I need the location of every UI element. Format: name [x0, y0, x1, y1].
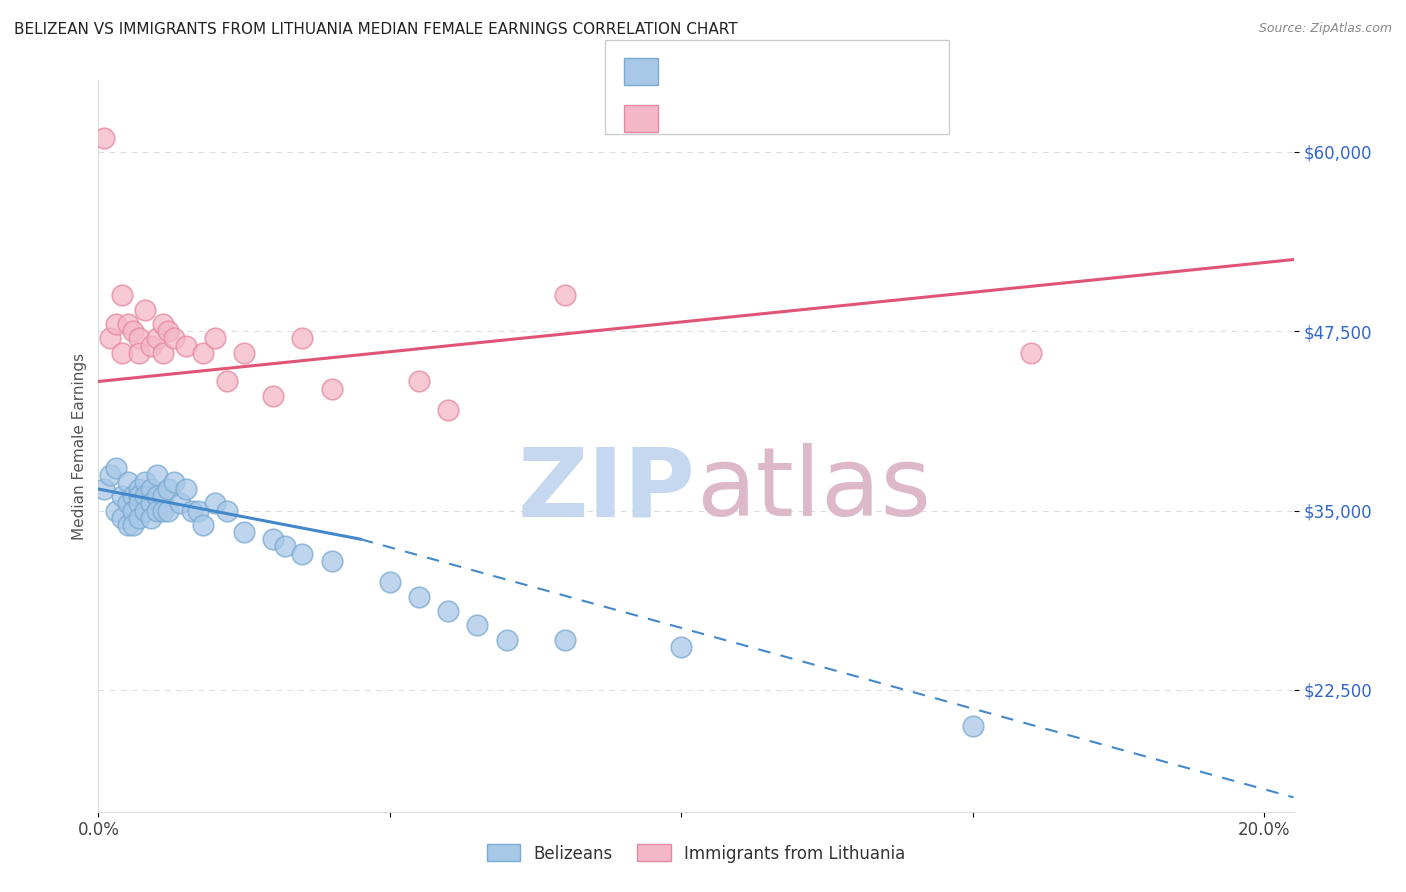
Legend: Belizeans, Immigrants from Lithuania: Belizeans, Immigrants from Lithuania: [479, 838, 912, 869]
Point: [145, 331, 167, 345]
Point: [321, 554, 343, 568]
Text: 50: 50: [865, 62, 890, 80]
Point: [139, 482, 162, 496]
Point: [174, 482, 197, 496]
Point: [134, 475, 156, 489]
Point: [152, 489, 174, 503]
Point: [117, 517, 139, 532]
Text: atlas: atlas: [696, 443, 931, 536]
Point: [104, 460, 127, 475]
Point: [152, 317, 174, 331]
Point: [111, 345, 134, 359]
Y-axis label: Median Female Earnings: Median Female Earnings: [72, 352, 87, 540]
Point: [128, 510, 150, 524]
Point: [180, 503, 202, 517]
Point: [554, 632, 576, 647]
Point: [93, 130, 115, 145]
Point: [128, 331, 150, 345]
Point: [215, 375, 238, 389]
Point: [122, 489, 145, 503]
Text: BELIZEAN VS IMMIGRANTS FROM LITHUANIA MEDIAN FEMALE EARNINGS CORRELATION CHART: BELIZEAN VS IMMIGRANTS FROM LITHUANIA ME…: [14, 22, 738, 37]
Point: [274, 540, 297, 554]
Point: [495, 632, 517, 647]
Point: [169, 496, 191, 510]
Point: [145, 467, 167, 482]
Point: [193, 345, 215, 359]
Text: 0.219: 0.219: [724, 110, 793, 128]
Point: [93, 482, 115, 496]
Point: [1019, 345, 1042, 359]
Point: [437, 604, 460, 618]
Point: [122, 503, 145, 517]
Text: R =: R =: [671, 110, 707, 128]
Text: Source: ZipAtlas.com: Source: ZipAtlas.com: [1258, 22, 1392, 36]
Point: [408, 590, 430, 604]
Point: [134, 489, 156, 503]
Point: [152, 503, 174, 517]
Point: [98, 467, 121, 482]
Point: [157, 324, 180, 338]
Point: [321, 382, 343, 396]
Point: [437, 403, 460, 417]
Point: [193, 517, 215, 532]
Point: [186, 503, 208, 517]
Point: [157, 503, 180, 517]
Point: [104, 503, 127, 517]
Point: [291, 547, 314, 561]
Point: [122, 517, 145, 532]
Point: [204, 496, 226, 510]
Point: [174, 338, 197, 352]
Point: [134, 302, 156, 317]
Point: [117, 475, 139, 489]
Point: [467, 618, 489, 632]
Point: [139, 338, 162, 352]
Text: R =: R =: [671, 62, 707, 80]
Point: [128, 496, 150, 510]
Point: [554, 288, 576, 302]
Text: 28: 28: [865, 110, 890, 128]
Point: [111, 510, 134, 524]
Point: [233, 524, 256, 539]
Point: [215, 503, 238, 517]
Point: [262, 533, 284, 547]
Point: [139, 496, 162, 510]
Point: [671, 640, 693, 654]
Point: [962, 719, 984, 733]
Point: [117, 317, 139, 331]
Point: [122, 324, 145, 338]
Point: [111, 489, 134, 503]
Point: [111, 288, 134, 302]
Point: [163, 331, 186, 345]
Point: [145, 503, 167, 517]
Point: [98, 331, 121, 345]
Point: [139, 510, 162, 524]
Text: N =: N =: [811, 62, 848, 80]
Point: [157, 482, 180, 496]
Point: [291, 331, 314, 345]
Point: [163, 475, 186, 489]
Point: [128, 489, 150, 503]
Point: [104, 317, 127, 331]
Point: [262, 389, 284, 403]
Point: [117, 496, 139, 510]
Point: [134, 503, 156, 517]
Point: [128, 482, 150, 496]
Point: [204, 331, 226, 345]
Point: [233, 345, 256, 359]
Point: [378, 575, 401, 590]
Text: N =: N =: [811, 110, 848, 128]
Point: [152, 345, 174, 359]
Point: [145, 489, 167, 503]
Point: [128, 345, 150, 359]
Text: -0.242: -0.242: [724, 62, 789, 80]
Point: [408, 375, 430, 389]
Text: ZIP: ZIP: [517, 443, 696, 536]
